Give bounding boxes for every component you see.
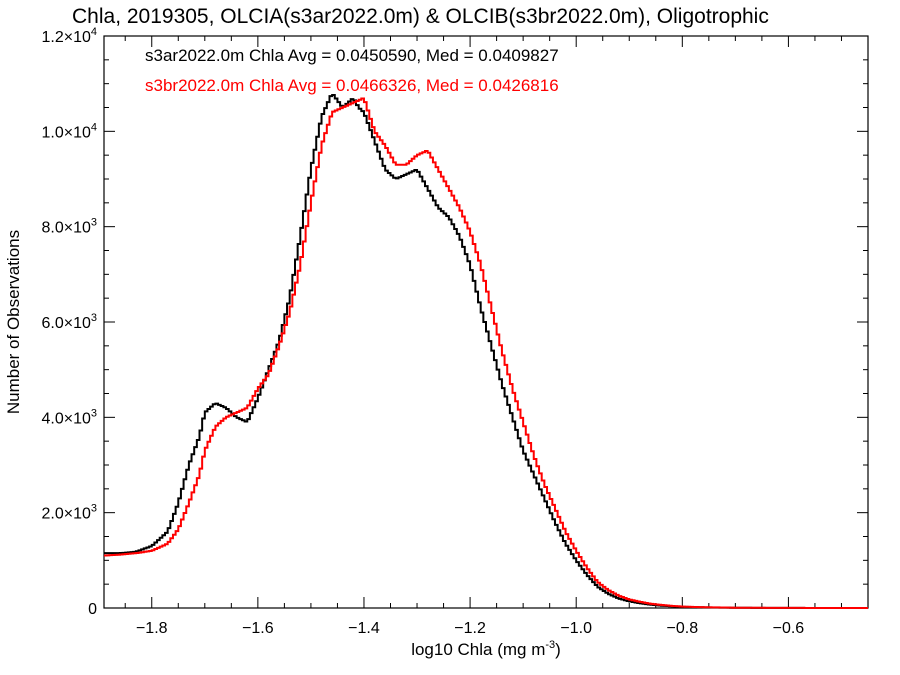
x-axis-label: log10 Chla (mg m-3) [411,639,561,659]
y-tick-label: 6.0×103 [41,312,97,332]
y-axis: 02.0×1034.0×1036.0×1038.0×1031.0×1041.2×… [41,26,868,618]
y-tick-label: 4.0×103 [41,407,97,427]
legend-entry-s3a: s3ar2022.0m Chla Avg = 0.0450590, Med = … [145,46,559,65]
x-tick-label: −1.4 [348,620,380,637]
series-group [104,93,868,609]
x-tick-label: −0.8 [667,620,699,637]
y-tick-exponent: 4 [91,26,97,38]
y-tick-mantissa: 2.0×10 [41,506,90,523]
y-tick-label: 1.2×104 [41,26,97,46]
y-tick-label: 0 [88,601,97,618]
x-tick-label: −1.2 [454,620,486,637]
y-tick-exponent: 3 [91,503,97,515]
x-axis: −1.8 −1.6 −1.4 −1.2 −1.0 −0.8 −0.6 [124,36,869,637]
y-tick-label: 2.0×103 [41,503,97,523]
y-tick-label: 8.0×103 [41,217,97,237]
x-axis-label-close: ) [555,640,561,659]
x-tick-label: −1.0 [560,620,592,637]
y-tick-mantissa: 1.0×10 [41,124,90,141]
y-tick-mantissa: 0 [88,601,97,618]
x-axis-label-exponent: -3 [545,639,555,651]
series-line-s3b [104,97,868,609]
y-tick-exponent: 4 [91,121,97,133]
series-line-s3a [104,93,868,609]
legend-entry-s3b: s3br2022.0m Chla Avg = 0.0466326, Med = … [145,76,559,95]
y-tick-mantissa: 1.2×10 [41,29,90,46]
y-tick-label: 1.0×104 [41,121,97,141]
y-tick-exponent: 3 [91,407,97,419]
y-tick-mantissa: 4.0×10 [41,410,90,427]
x-tick-label: −0.6 [773,620,805,637]
y-tick-mantissa: 6.0×10 [41,315,90,332]
y-axis-label: Number of Observations [4,230,23,414]
x-tick-label: −1.8 [136,620,168,637]
chart-title: Chla, 2019305, OLCIA(s3ar2022.0m) & OLCI… [72,5,769,28]
y-tick-exponent: 3 [91,312,97,324]
x-tick-label: −1.6 [242,620,274,637]
y-tick-exponent: 3 [91,217,97,229]
y-tick-mantissa: 8.0×10 [41,220,90,237]
x-axis-label-text: log10 Chla (mg m [411,640,545,659]
